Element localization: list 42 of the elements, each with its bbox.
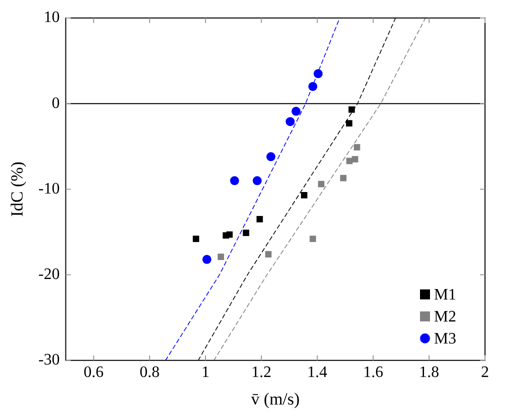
y-tick-label: -20: [38, 266, 60, 284]
y-tick-label: 10: [44, 9, 60, 26]
point: [292, 106, 301, 116]
point: [286, 117, 295, 126]
y-tick-label: -10: [38, 180, 60, 198]
point: [354, 144, 360, 150]
point: [230, 176, 240, 186]
point: [256, 216, 263, 222]
point: [352, 156, 358, 162]
point: [266, 152, 276, 162]
point: [192, 236, 200, 242]
legend-label: M2: [434, 308, 456, 326]
x-axis-title: v̄ (m/s): [251, 389, 300, 408]
line-series: [165, 18, 340, 360]
legend-label: M3: [434, 330, 456, 348]
y-tick-label: -30: [38, 352, 60, 369]
point: [346, 120, 352, 126]
point: [318, 180, 324, 188]
x-tick-label: 1.4: [307, 364, 328, 382]
x-tick-label: 1.2: [251, 364, 272, 382]
x-tick-label: 2: [481, 364, 489, 382]
legend-label: M1: [434, 286, 456, 304]
point: [314, 69, 323, 78]
x-tick-label: 0.8: [140, 364, 160, 382]
point: [218, 254, 224, 260]
point: [265, 251, 272, 258]
point: [310, 236, 316, 242]
point: [242, 230, 250, 236]
x-tick-label: 1.8: [419, 364, 440, 382]
point: [252, 176, 262, 186]
x-tick-label: 0.6: [84, 364, 104, 382]
point: [226, 231, 233, 238]
line-series: [213, 18, 426, 360]
y-tick-label: 0: [52, 94, 60, 112]
y-axis-title: IdC (%): [8, 162, 27, 217]
point: [202, 254, 212, 264]
point: [340, 174, 346, 182]
x-tick-label: 1: [201, 364, 210, 382]
point: [308, 82, 318, 91]
point: [348, 106, 355, 113]
x-tick-label: 1.6: [363, 364, 384, 382]
point: [300, 192, 308, 198]
